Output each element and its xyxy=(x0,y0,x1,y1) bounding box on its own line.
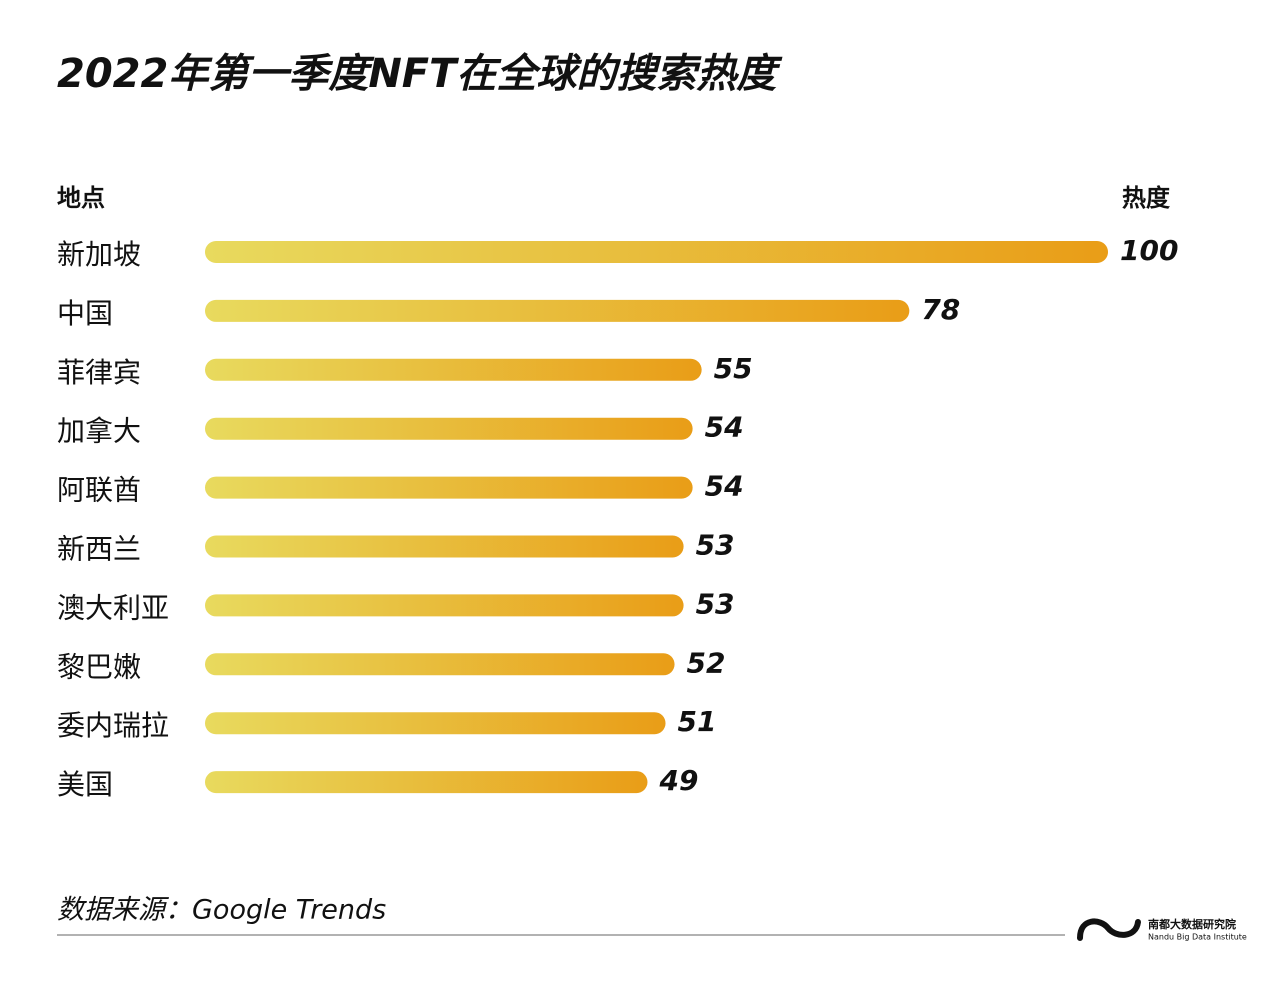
category-label: 中国 xyxy=(57,297,113,330)
category-label: 委内瑞拉 xyxy=(57,709,169,742)
value-label: 53 xyxy=(696,529,735,562)
bar xyxy=(205,653,675,676)
bar xyxy=(205,476,693,499)
brand-name-en: Nandu Big Data Institute xyxy=(1148,933,1247,942)
bar xyxy=(205,299,910,322)
value-label: 54 xyxy=(705,470,744,503)
value-label: 53 xyxy=(696,587,735,620)
brand-name: 南都大数据研究院 xyxy=(1148,917,1236,931)
value-label: 100 xyxy=(1120,234,1178,267)
value-label: 78 xyxy=(921,293,960,326)
category-label: 新西兰 xyxy=(57,533,141,566)
bar xyxy=(205,594,684,617)
value-label: 55 xyxy=(714,352,753,385)
chart-title: 2022年第一季度NFT在全球的搜索热度 xyxy=(57,51,783,97)
category-label: 美国 xyxy=(57,768,113,801)
category-label: 阿联酋 xyxy=(57,474,141,507)
value-label: 52 xyxy=(687,646,726,679)
category-header: 地点 xyxy=(57,184,105,212)
category-label: 菲律宾 xyxy=(57,356,141,389)
bar xyxy=(205,417,693,440)
bar xyxy=(205,535,684,558)
bar xyxy=(205,771,648,794)
logo-mark xyxy=(1077,918,1141,941)
bar xyxy=(205,358,702,381)
category-label: 黎巴嫩 xyxy=(57,650,141,683)
value-label: 51 xyxy=(678,705,717,738)
source: 数据来源：Google Trends xyxy=(57,895,386,926)
category-label: 新加坡 xyxy=(57,238,141,271)
bar xyxy=(205,712,666,735)
value-label: 49 xyxy=(658,764,698,797)
category-label: 澳大利亚 xyxy=(57,591,169,624)
value-header: 热度 xyxy=(1122,184,1171,212)
value-label: 54 xyxy=(705,411,744,444)
bar xyxy=(205,241,1108,263)
category-label: 加拿大 xyxy=(57,415,141,448)
